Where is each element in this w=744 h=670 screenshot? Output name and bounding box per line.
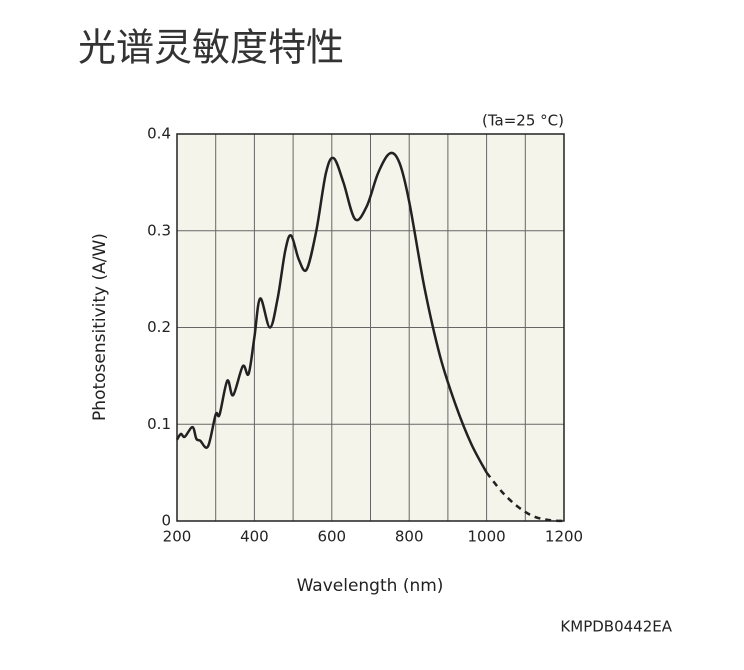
x-tick-label: 800 xyxy=(395,528,424,546)
figure-code: KMPDB0442EA xyxy=(560,618,672,636)
x-tick-label: 1000 xyxy=(468,528,506,546)
x-axis-label: Wavelength (nm) xyxy=(297,576,444,596)
y-tick-label: 0.4 xyxy=(147,125,171,143)
y-tick-label: 0.3 xyxy=(147,221,171,239)
y-tick-label: 0.2 xyxy=(147,318,171,336)
annotation: (Ta=25 °C) xyxy=(482,112,564,130)
x-tick-label: 400 xyxy=(240,528,269,546)
x-tick-label: 1200 xyxy=(545,528,583,546)
y-axis-label: Photosensitivity (A/W) xyxy=(90,233,110,421)
y-tick-label: 0 xyxy=(161,512,171,530)
plot-frame xyxy=(176,133,565,522)
y-tick-label: 0.1 xyxy=(147,415,171,433)
chart-title: 光谱灵敏度特性 xyxy=(78,26,344,70)
spectral-curve xyxy=(175,151,488,474)
x-tick-label: 600 xyxy=(317,528,346,546)
spectral-curve xyxy=(485,471,565,523)
x-tick-label: 200 xyxy=(163,528,192,546)
